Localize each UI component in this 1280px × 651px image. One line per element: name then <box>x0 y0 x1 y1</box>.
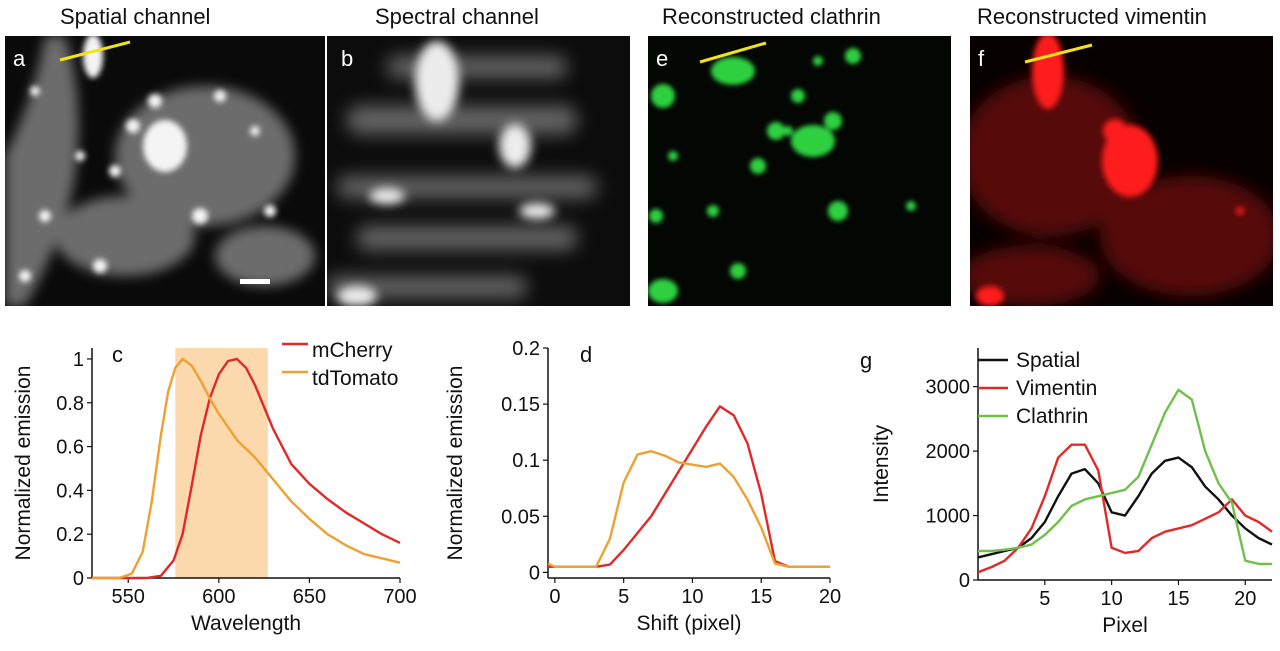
x-tick-label: 10 <box>1101 588 1123 610</box>
x-tick-label: 650 <box>293 586 326 608</box>
x-tick-label: 15 <box>1167 588 1189 610</box>
panel-e-label: e <box>656 46 668 71</box>
panel-b-title: Spectral channel <box>375 4 539 29</box>
y-axis-label: Intensity <box>870 424 893 503</box>
chart-c: 550 600 650 700 0 0.2 0.4 0.6 0.8 1 Wavelength Norm… <box>0 320 420 650</box>
x-tick-label: 700 <box>383 586 416 608</box>
legend-label: Spatial <box>1016 349 1080 372</box>
x-tick-label: 20 <box>1234 588 1256 610</box>
x-axis-label: Shift (pixel) <box>636 612 741 635</box>
panel-f-label: f <box>978 46 985 71</box>
panel-f-image: f <box>970 36 1280 306</box>
y-tick-label: 0.2 <box>512 338 540 360</box>
x-axis-label: Wavelength <box>191 612 301 635</box>
chart-g: 5 10 15 20 0 1000 2000 3000 Pixel Intensity g Spati… <box>860 320 1280 650</box>
series-line-0 <box>548 405 830 568</box>
x-tick-label: 20 <box>819 586 841 608</box>
x-tick-label: 0 <box>549 586 560 608</box>
series-line-vimentin <box>977 443 1273 574</box>
x-tick-label: 15 <box>750 586 772 608</box>
panel-label-c: c <box>112 342 123 367</box>
panel-a-title: Spatial channel <box>60 4 211 29</box>
panel-f-title: Reconstructed vimentin <box>977 4 1207 29</box>
panel-e-image: e <box>648 36 968 306</box>
panel-b-label: b <box>341 46 353 71</box>
y-tick-label: 3000 <box>926 377 971 399</box>
profile-line <box>59 40 131 62</box>
y-tick-label: 0.2 <box>56 524 84 546</box>
series-line-mcherry <box>92 357 401 580</box>
x-tick-label: 10 <box>681 586 703 608</box>
series-line-1 <box>547 450 830 568</box>
panel-b-image: b <box>327 36 647 306</box>
x-tick-label: 550 <box>112 586 145 608</box>
legend-label: mCherry <box>312 339 393 362</box>
shaded-filter-band <box>175 348 268 578</box>
panel-a-image: a <box>5 36 325 306</box>
y-axis-label: Normalized emission <box>444 366 467 561</box>
scale-bar <box>240 279 270 284</box>
y-tick-label: 1 <box>73 349 84 371</box>
panel-label-g: g <box>860 348 872 373</box>
y-tick-label: 0.05 <box>501 506 540 528</box>
y-tick-label: 2000 <box>926 441 971 463</box>
y-tick-label: 0.6 <box>56 437 84 459</box>
y-tick-label: 0.4 <box>56 480 84 502</box>
x-tick-label: 5 <box>618 586 629 608</box>
legend-label: Clathrin <box>1016 405 1088 428</box>
series-line-clathrin <box>978 388 1272 566</box>
panel-e-title: Reconstructed clathrin <box>662 4 881 29</box>
panel-a-label: a <box>13 46 26 71</box>
y-tick-label: 0.1 <box>512 450 540 472</box>
legend-label: Vimentin <box>1016 377 1097 400</box>
y-tick-label: 0.15 <box>501 394 540 416</box>
x-tick-label: 600 <box>202 586 235 608</box>
panel-label-d: d <box>580 342 592 367</box>
y-tick-label: 1000 <box>926 506 971 528</box>
series-line-tdtomato <box>92 357 401 580</box>
legend-label: tdTomato <box>312 367 398 390</box>
series-line-spatial <box>977 456 1273 559</box>
y-tick-label: 0 <box>73 568 84 590</box>
x-axis-label: Pixel <box>1102 614 1148 637</box>
y-axis-label: Normalized emission <box>12 366 35 561</box>
profile-line <box>699 41 767 64</box>
profile-line <box>1024 43 1093 64</box>
y-tick-label: 0.8 <box>56 393 84 415</box>
x-tick-label: 5 <box>1039 588 1050 610</box>
y-tick-label: 0 <box>959 570 970 592</box>
chart-d: 0 5 10 15 20 0 0.05 0.1 0.15 0.2 Shift (pixel) Norm… <box>440 320 850 650</box>
y-tick-label: 0 <box>529 562 540 584</box>
